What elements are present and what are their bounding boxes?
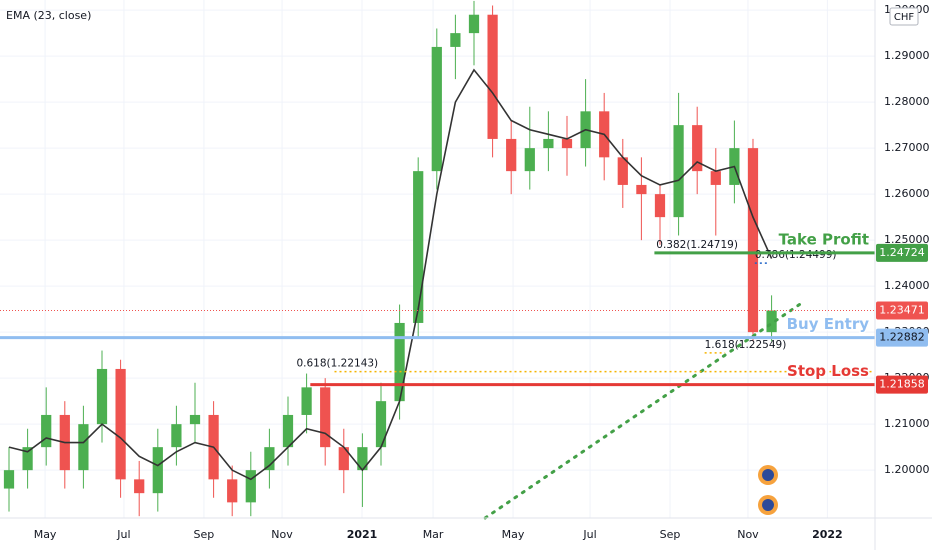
candle-body [282,414,294,448]
y-tick-label: 1.24000 [884,279,930,292]
x-tick-label: 2022 [812,528,843,541]
x-tick-label: Nov [737,528,759,541]
candle-body [487,14,498,139]
flag [762,499,774,511]
level-name: Take Profit [779,230,869,248]
y-tick-label: 1.26000 [884,187,930,200]
currency: CHF [894,12,915,23]
candle-body [264,447,275,471]
candle-body [78,424,89,471]
candle-body [115,368,126,480]
x-tick-label: Nov [271,528,293,541]
x-tick-label: May [502,528,525,541]
axes: 1.300001.290001.280001.270001.260001.250… [34,3,930,541]
candle-body [134,479,145,494]
y-tick-label: 1.25000 [884,233,930,246]
level-badge [876,243,928,262]
candle-body [654,194,666,218]
candle-body [245,470,256,503]
level-badge-label: 1.22882 [879,331,925,344]
level-name: Stop Loss [787,362,869,380]
candle-body [394,322,405,402]
indicator-label: EMA (23, close) [6,9,91,22]
candle-body [766,310,777,333]
trendline [483,303,801,520]
candle-body [189,414,201,425]
flag [762,469,774,481]
x-tick-label: May [34,528,57,541]
candle-body [747,148,759,333]
candle-body [375,401,387,448]
grid [0,0,875,518]
level-badge-label: 1.21858 [879,378,925,391]
candle-body [301,387,312,415]
x-tick-label: Mar [423,528,444,541]
candle-body [617,157,628,185]
candle-body [710,171,721,185]
candle-body [506,138,517,172]
candle-body [673,125,684,218]
level-badge [876,375,928,394]
fib-label: 0.618(1.22143) [296,358,378,370]
candle-body [450,33,461,47]
candle-body [431,46,442,172]
candle-body [171,424,182,448]
candle-body [338,447,349,471]
plot: 0.382(1.24719) 0.786(1.24499) 1.618(1.2254… [0,0,875,520]
price-badge [876,301,928,320]
fib-label: 0.786(1.24499) [755,249,837,261]
level-badge [876,328,928,347]
candle-body [3,470,15,489]
price-badge-label: 1.23471 [879,303,925,316]
y-tick-label: 1.21000 [884,417,930,430]
fib-label: 0.382(1.24719) [656,239,738,251]
x-tick-label: 2021 [347,528,378,541]
x-tick-label: Sep [660,528,681,541]
candle-body [227,479,238,503]
candle-body [96,368,108,425]
level-badge-label: 1.24724 [879,246,925,259]
y-tick-label: 1.29000 [884,49,930,62]
candle-body [22,447,33,471]
fib-label: 1.618(1.22549) [705,339,787,351]
candle-body [636,184,647,195]
candle-body [543,138,554,149]
candle-body [692,125,703,172]
candle-body [561,138,573,149]
x-tick-label: Jul [582,528,596,541]
y-tick-label: 1.27000 [884,141,930,154]
candle-body [152,447,163,494]
level-name: Buy Entry [787,315,870,333]
currency-badge[interactable] [889,7,919,26]
candle-body [357,447,368,471]
candle-body [468,14,480,34]
candle-body [320,387,331,448]
x-tick-label: Jul [116,528,130,541]
candle-body [413,171,424,323]
candle-body [524,148,535,172]
y-tick-label: 1.28000 [884,95,930,108]
y-tick-label: 1.20000 [884,463,930,476]
candle-body [41,414,52,448]
x-tick-label: Sep [194,528,215,541]
ema-line [8,68,773,481]
event-icons [758,465,778,515]
